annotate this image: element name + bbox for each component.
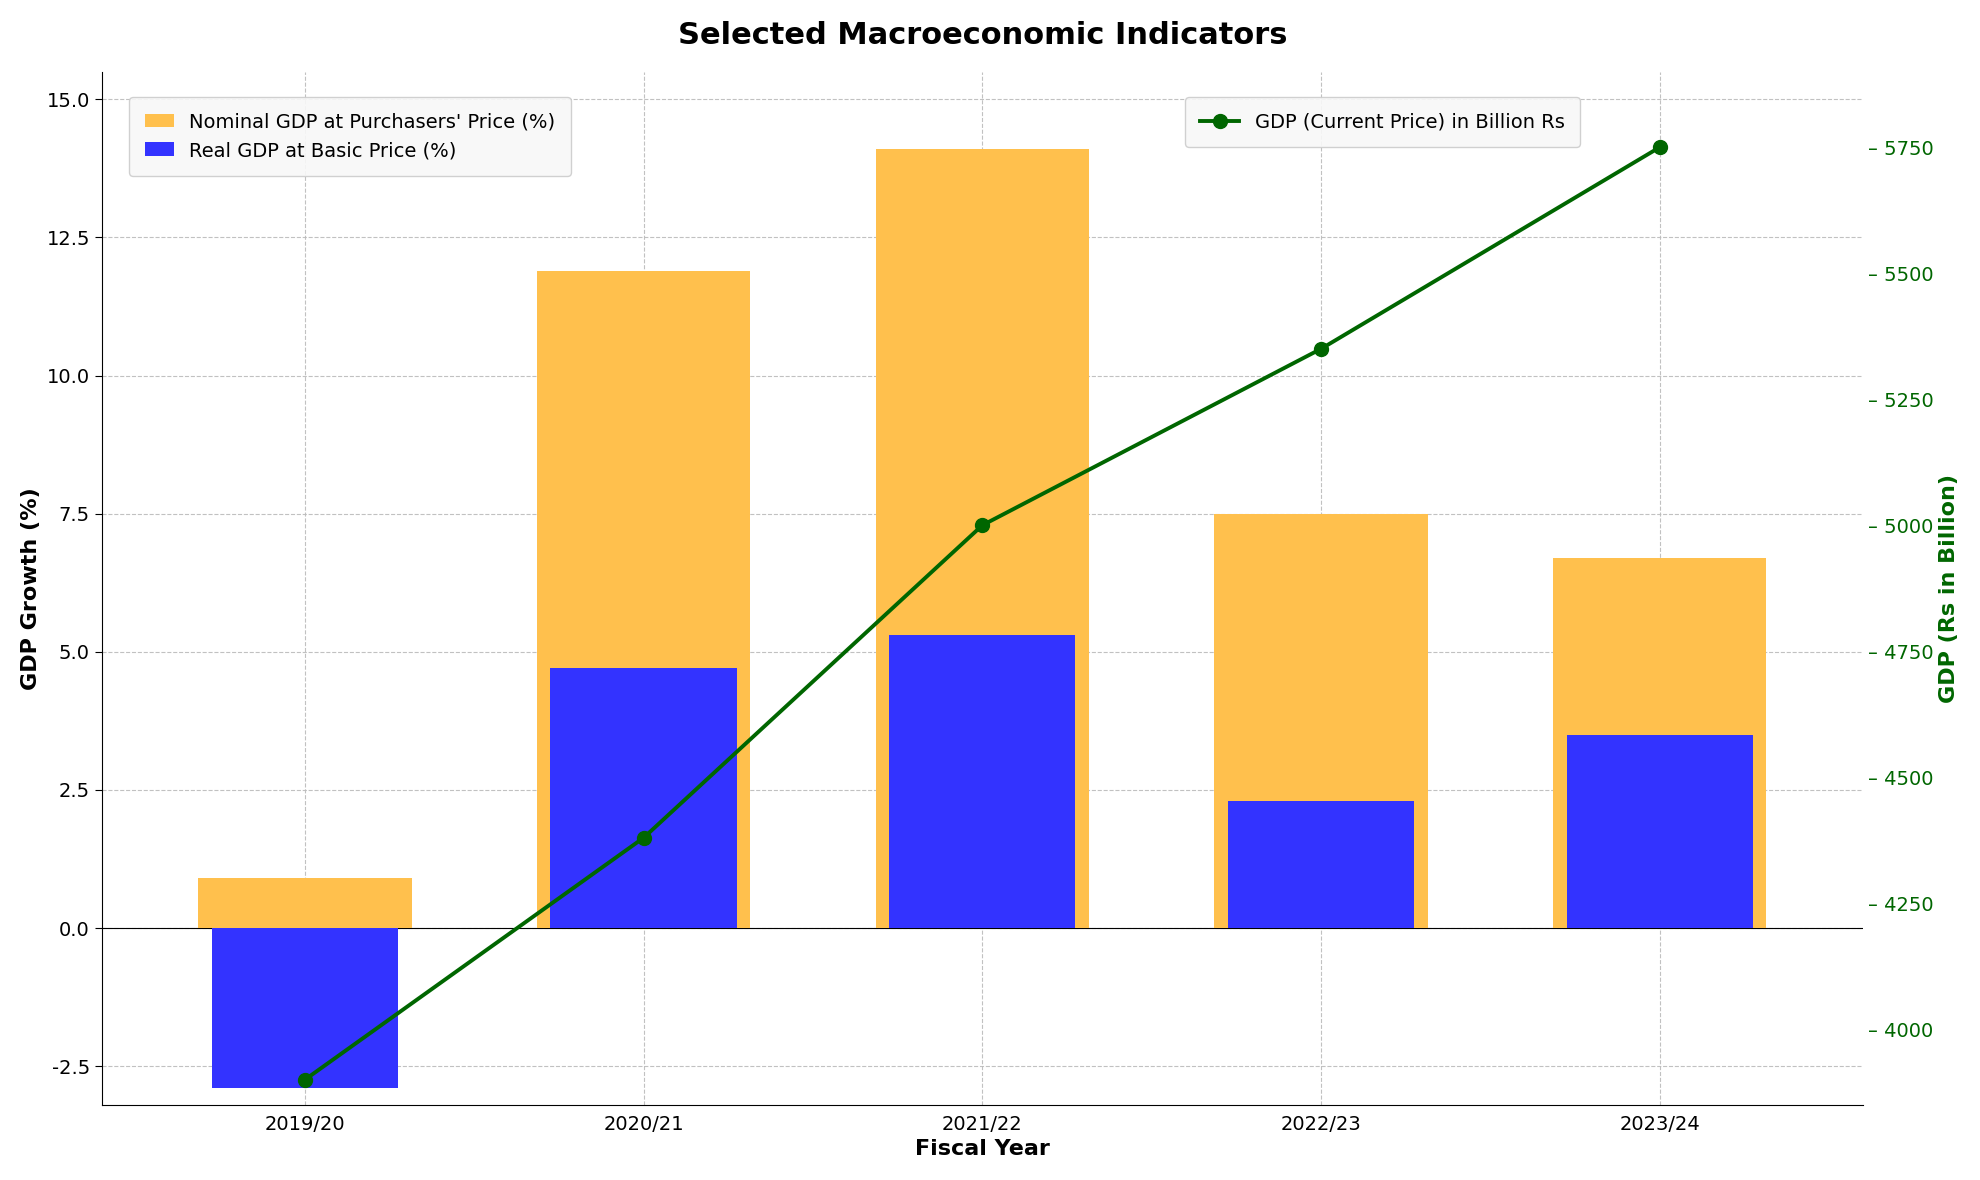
Y-axis label: GDP (Rs in Billion): GDP (Rs in Billion) [1938, 473, 1958, 703]
GDP (Current Price) in Billion Rs [1309, 342, 1333, 356]
GDP (Current Price) in Billion Rs [632, 831, 655, 845]
Y-axis label: GDP Growth (%): GDP Growth (%) [22, 487, 42, 689]
Bar [198, 878, 412, 929]
X-axis label: Fiscal Year: Fiscal Year [915, 1139, 1049, 1159]
Bar [212, 929, 398, 1088]
Bar [550, 668, 737, 929]
Bar [1228, 801, 1414, 929]
Bar [875, 149, 1089, 929]
Bar [889, 635, 1075, 929]
Bar [537, 270, 750, 929]
Legend: GDP (Current Price) in Billion Rs: GDP (Current Price) in Billion Rs [1184, 97, 1580, 148]
GDP (Current Price) in Billion Rs [1647, 140, 1671, 155]
GDP (Current Price) in Billion Rs [970, 518, 994, 532]
Legend: Nominal GDP at Purchasers' Price (%), Real GDP at Basic Price (%): Nominal GDP at Purchasers' Price (%), Re… [129, 97, 570, 176]
Bar [1552, 558, 1766, 929]
Bar [1214, 513, 1428, 929]
Title: Selected Macroeconomic Indicators: Selected Macroeconomic Indicators [677, 21, 1287, 50]
GDP (Current Price) in Billion Rs [293, 1073, 317, 1087]
Line: GDP (Current Price) in Billion Rs: GDP (Current Price) in Billion Rs [297, 140, 1667, 1087]
Bar [1566, 735, 1752, 929]
